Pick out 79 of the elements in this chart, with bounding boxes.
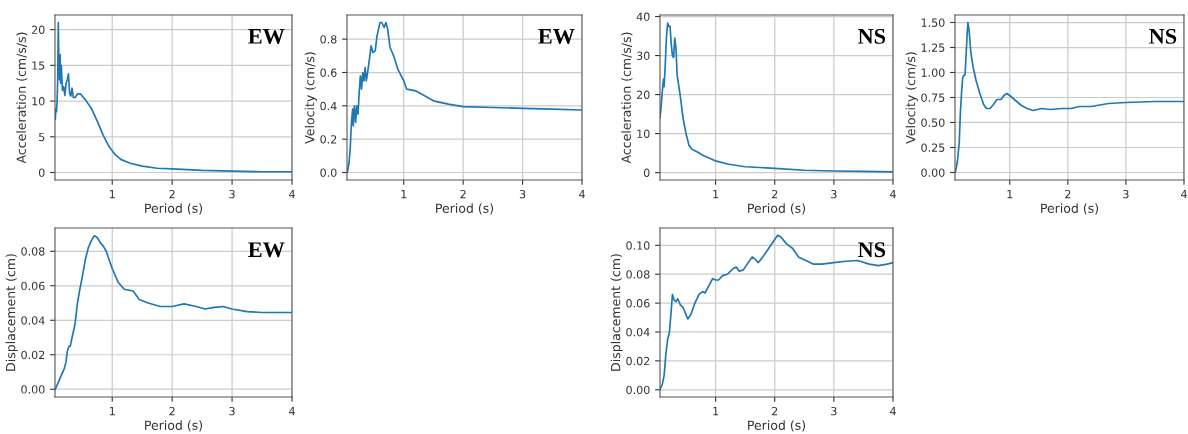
y-tick-label: 1.25	[921, 43, 945, 52]
y-tick-label: 0.06	[626, 299, 650, 308]
y-axis-title: Velocity (cm/s)	[304, 52, 317, 144]
y-tick-label: 0.06	[21, 281, 45, 291]
x-tick-label: 2	[169, 189, 175, 199]
y-tick-label: 0.08	[21, 247, 45, 256]
x-tick-label: 4	[1181, 190, 1187, 199]
x-tick-label: 4	[890, 407, 896, 416]
x-axis-title: Period (s)	[145, 420, 203, 432]
line-series	[660, 22, 893, 173]
y-tick-label: 0.4	[320, 101, 337, 111]
x-tick-label: 1	[713, 190, 719, 199]
annotation: NS	[1149, 28, 1177, 44]
x-axis-title: Period (s)	[145, 203, 203, 215]
annotation: EW	[248, 29, 285, 44]
x-tick-label: 2	[772, 406, 778, 416]
y-tick-label: 1.50	[921, 18, 945, 27]
line-series	[55, 21, 292, 173]
x-tick-label: 1	[1007, 190, 1013, 199]
y-tick-label: 0.2	[320, 135, 337, 144]
x-tick-label: 4	[289, 407, 295, 416]
x-axis-title: Period (s)	[436, 203, 494, 215]
x-tick-label: 4	[289, 190, 295, 199]
y-tick-label: 15	[32, 61, 45, 70]
x-tick-label: 3	[1123, 189, 1129, 199]
y-tick-label: 0.02	[626, 356, 650, 366]
annotation: NS	[858, 242, 886, 258]
x-axis-title: Period (s)	[1041, 203, 1099, 215]
y-tick-label: 0.10	[626, 241, 650, 250]
y-tick-label: 30	[636, 51, 650, 60]
y-tick-label: 0.00	[921, 168, 945, 177]
x-tick-label: 2	[169, 406, 175, 416]
y-tick-label: 10	[32, 97, 45, 106]
x-tick-label: 4	[890, 190, 896, 199]
x-tick-label: 2	[772, 189, 778, 199]
y-tick-label: 0.0	[320, 168, 337, 177]
y-tick-label: 0.75	[921, 93, 945, 102]
annotation: EW	[248, 242, 285, 258]
y-tick-label: 10	[637, 129, 650, 138]
x-tick-label: 4	[579, 190, 585, 199]
x-tick-label: 3	[519, 189, 526, 199]
y-tick-label: 0.04	[626, 327, 650, 337]
x-tick-label: 2	[460, 189, 466, 199]
x-tick-label: 3	[831, 189, 837, 199]
x-tick-label: 1	[713, 407, 719, 416]
x-axis-title: Period (s)	[748, 203, 806, 215]
y-tick-label: 0.04	[21, 316, 45, 325]
x-tick-label: 3	[831, 406, 837, 416]
x-tick-label: 3	[229, 189, 235, 199]
y-axis-title: Displacement (cm)	[5, 254, 18, 371]
annotation: NS	[858, 28, 886, 44]
y-axis-title: Acceleration (cm/s/s)	[16, 32, 28, 164]
y-axis-title: Velocity (cm/s)	[905, 52, 918, 144]
y-tick-label: 0	[38, 168, 45, 177]
y-tick-label: 40	[636, 12, 650, 21]
y-axis-title: Displacement (cm)	[610, 254, 623, 371]
y-tick-label: 0.50	[921, 118, 945, 127]
y-tick-label: 0.00	[626, 385, 650, 395]
y-tick-label: 20	[636, 90, 650, 99]
y-tick-label: 0.25	[921, 143, 945, 152]
line-series	[660, 234, 893, 391]
y-tick-label: 0.8	[320, 35, 337, 44]
y-tick-label: 20	[31, 25, 45, 35]
x-axis-title: Period (s)	[748, 420, 806, 432]
y-tick-label: 0.02	[21, 350, 45, 360]
x-tick-label: 2	[1065, 189, 1071, 199]
y-tick-label: 0.6	[320, 68, 337, 77]
line-series	[55, 234, 292, 391]
y-tick-label: 0.00	[21, 385, 45, 394]
x-tick-label: 1	[401, 190, 407, 199]
y-tick-label: 0	[643, 168, 650, 177]
y-tick-label: 0.08	[626, 270, 650, 279]
y-tick-label: 5	[39, 132, 45, 142]
x-tick-label: 1	[109, 190, 115, 199]
x-tick-label: 1	[109, 407, 115, 416]
y-axis-title: Acceleration (cm/s/s)	[621, 32, 633, 164]
x-tick-label: 3	[229, 406, 235, 416]
annotation: EW	[538, 29, 575, 44]
y-tick-label: 1.00	[921, 68, 945, 77]
